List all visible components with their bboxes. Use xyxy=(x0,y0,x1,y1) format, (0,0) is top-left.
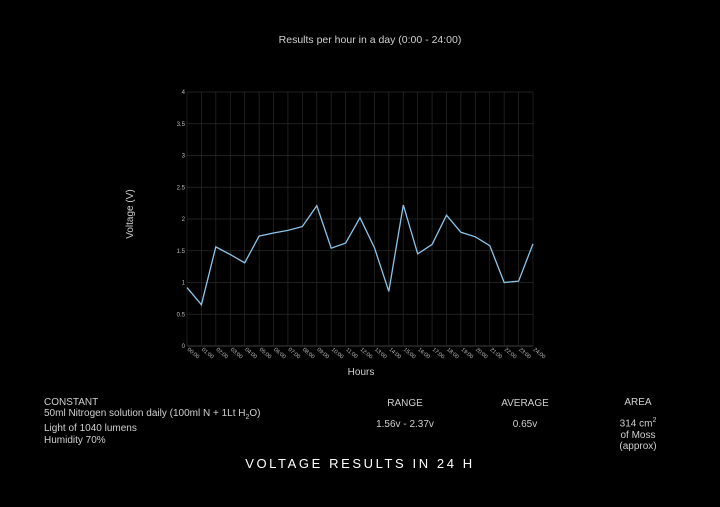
y-axis-label: Voltage (V) xyxy=(125,189,136,238)
constant-conditions: CONSTANT 50ml Nitrogen solution daily (1… xyxy=(44,397,261,446)
x-tick-label: 20:00 xyxy=(474,347,488,360)
x-tick-label: 19:00 xyxy=(460,347,474,360)
x-tick-label: 07:00 xyxy=(287,347,301,360)
average-value: 0.65v xyxy=(512,419,538,430)
y-tick-label: 3 xyxy=(182,154,186,160)
x-tick-label: 06:00 xyxy=(272,347,286,360)
y-tick-label: 3.5 xyxy=(177,122,186,128)
range-label: RANGE xyxy=(387,398,423,409)
x-tick-label: 13:00 xyxy=(373,347,387,360)
constant-humidity: Humidity 70% xyxy=(44,434,106,446)
x-tick-label: 15:00 xyxy=(402,347,416,360)
x-tick-label: 23:00 xyxy=(517,347,531,360)
y-tick-label: 2.5 xyxy=(177,185,186,191)
x-tick-label: 12:00 xyxy=(359,347,373,360)
y-tick-label: 1.5 xyxy=(177,249,186,255)
x-tick-label: 09:00 xyxy=(315,347,329,360)
x-tick-label: 24:00 xyxy=(532,347,546,360)
y-tick-label: 4 xyxy=(182,90,186,96)
x-tick-label: 03:00 xyxy=(229,347,243,360)
y-tick-label: 0 xyxy=(182,344,186,350)
y-tick-label: 2 xyxy=(182,217,186,223)
y-ticks: 0 0.5 1 1.5 2 2.5 3 3.5 4 xyxy=(177,90,186,350)
y-tick-label: 0.5 xyxy=(177,312,186,318)
x-tick-label: 16:00 xyxy=(416,347,430,360)
voltage-series-line xyxy=(186,204,534,307)
y-tick-label: 1 xyxy=(182,281,186,287)
x-tick-label: 05:00 xyxy=(258,347,272,360)
x-tick-label: 00:00 xyxy=(186,347,200,360)
range-value: 1.56v - 2.37v xyxy=(376,419,434,430)
constant-heading: CONSTANT xyxy=(44,397,99,408)
constant-nitrogen: 50ml Nitrogen solution daily (100ml N + … xyxy=(44,408,261,422)
area-label: AREA xyxy=(624,397,652,408)
x-tick-label: 04:00 xyxy=(243,347,257,360)
x-tick-label: 02:00 xyxy=(215,347,229,360)
x-tick-label: 08:00 xyxy=(301,347,315,360)
x-tick-label: 17:00 xyxy=(431,347,445,360)
x-tick-label: 18:00 xyxy=(445,347,459,360)
x-tick-label: 10:00 xyxy=(330,347,344,360)
x-tick-label: 11:00 xyxy=(344,347,358,360)
x-tick-label: 21:00 xyxy=(488,347,502,360)
x-tick-label: 22:00 xyxy=(503,347,517,360)
area-value: 314 cm2 of Moss (approx) xyxy=(619,417,657,453)
chart-title: Results per hour in a day (0:00 - 24:00) xyxy=(278,34,462,46)
x-tick-label: 14:00 xyxy=(388,347,402,360)
constant-light: Light of 1040 lumens xyxy=(44,423,137,435)
x-tick-label: 01:00 xyxy=(200,347,214,360)
average-label: AVERAGE xyxy=(501,398,549,409)
x-ticks: 00:00 01:00 02:00 03:00 04:00 05:00 06:00 07:00… xyxy=(186,347,546,360)
footer-title: VOLTAGE RESULTS IN 24 H xyxy=(245,456,475,471)
x-axis-label: Hours xyxy=(348,367,375,378)
